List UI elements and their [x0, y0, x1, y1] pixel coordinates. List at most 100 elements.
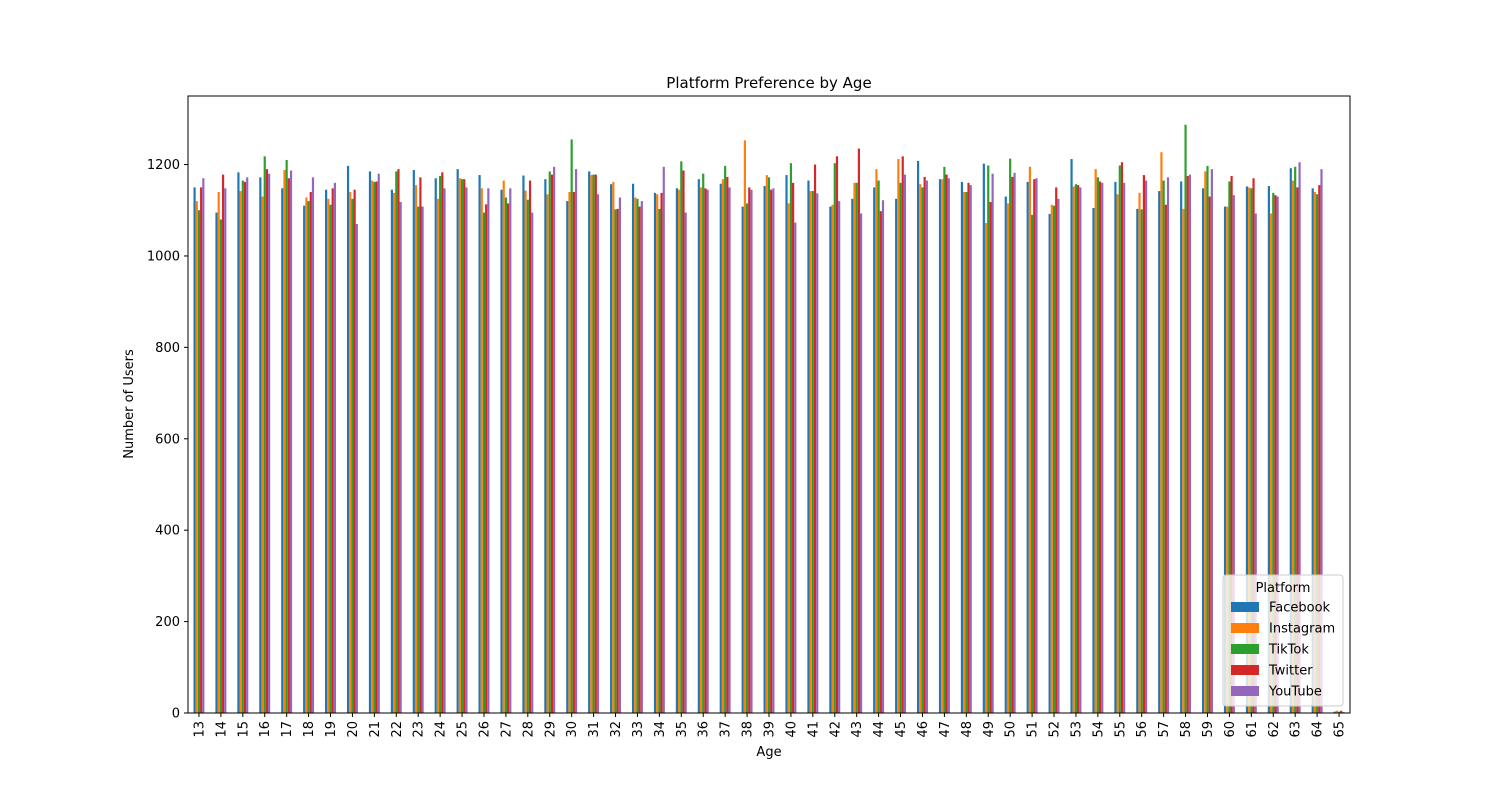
bar-tiktok-35	[680, 161, 683, 714]
bar-youtube-64	[1320, 169, 1323, 713]
bar-facebook-19	[325, 189, 328, 713]
bar-youtube-48	[969, 185, 972, 713]
bar-youtube-39	[772, 188, 775, 713]
bar-instagram-53	[1072, 186, 1075, 714]
bar-tiktok-47	[943, 166, 946, 714]
legend-swatch-tiktok	[1231, 644, 1259, 654]
bar-instagram-41	[809, 191, 812, 713]
bar-tiktok-63	[1294, 166, 1297, 714]
bar-facebook-20	[346, 165, 350, 713]
bar-youtube-23	[421, 206, 424, 713]
x-tick-label-61: 61	[1245, 721, 1260, 738]
x-tick-label-63: 63	[1289, 721, 1304, 738]
bar-youtube-52	[1057, 198, 1060, 713]
x-tick-label-32: 32	[609, 721, 624, 738]
bar-youtube-53	[1079, 187, 1082, 713]
bar-twitter-42	[835, 156, 839, 713]
bar-twitter-16	[265, 169, 269, 713]
bar-twitter-56	[1142, 175, 1145, 713]
bar-instagram-21	[371, 180, 374, 714]
bar-tiktok-33	[636, 198, 639, 713]
bar-facebook-40	[785, 175, 788, 713]
bar-youtube-30	[574, 169, 578, 713]
bar-instagram-22	[392, 192, 396, 713]
bar-twitter-13	[200, 187, 203, 713]
bar-twitter-60	[1230, 175, 1233, 714]
bar-youtube-19	[333, 182, 336, 714]
x-tick-label-51: 51	[1026, 721, 1041, 738]
bar-facebook-65	[1333, 711, 1336, 713]
x-tick-label-34: 34	[653, 721, 668, 738]
bar-twitter-19	[331, 188, 334, 713]
bar-twitter-53	[1077, 185, 1080, 713]
bar-tiktok-14	[219, 219, 222, 713]
bar-instagram-49	[984, 223, 988, 713]
legend-label-twitter: Twitter	[1268, 664, 1313, 679]
legend-swatch-twitter	[1231, 665, 1259, 675]
bar-facebook-59	[1202, 188, 1205, 713]
bar-tiktok-15	[241, 180, 244, 714]
bar-youtube-63	[1298, 162, 1301, 713]
bar-youtube-50	[1013, 172, 1016, 713]
legend-swatch-instagram	[1231, 623, 1259, 633]
legend-swatch-youtube	[1231, 686, 1259, 696]
bar-tiktok-41	[811, 191, 814, 713]
bar-instagram-14	[217, 191, 220, 714]
x-tick-label-29: 29	[543, 721, 558, 738]
bar-instagram-38	[743, 140, 746, 713]
bar-twitter-25	[463, 179, 466, 713]
x-tick-label-36: 36	[697, 721, 712, 738]
bar-tiktok-57	[1162, 180, 1165, 714]
x-tick-label-30: 30	[565, 721, 580, 738]
bar-twitter-23	[419, 177, 422, 714]
bar-tiktok-53	[1074, 184, 1078, 713]
x-tick-label-58: 58	[1179, 721, 1194, 738]
bar-instagram-50	[1006, 203, 1010, 713]
bar-youtube-31	[596, 194, 600, 713]
bar-youtube-28	[531, 212, 534, 714]
bar-tiktok-49	[987, 165, 990, 714]
bar-youtube-21	[377, 173, 380, 713]
bar-twitter-50	[1011, 176, 1014, 713]
x-tick-label-62: 62	[1267, 721, 1282, 738]
bar-facebook-54	[1092, 207, 1095, 713]
bar-facebook-16	[259, 177, 262, 714]
bar-twitter-49	[989, 202, 992, 713]
x-tick-label-20: 20	[346, 721, 361, 738]
bar-facebook-51	[1026, 181, 1029, 714]
bar-youtube-61	[1254, 213, 1257, 713]
bar-twitter-14	[221, 174, 225, 714]
bar-facebook-31	[588, 171, 591, 713]
bar-youtube-42	[838, 201, 841, 713]
bar-tiktok-45	[899, 182, 902, 714]
bar-twitter-62	[1274, 195, 1277, 713]
bar-tiktok-46	[921, 187, 924, 713]
bar-facebook-60	[1223, 206, 1227, 713]
x-tick-label-22: 22	[390, 721, 405, 738]
x-tick-label-27: 27	[499, 721, 514, 738]
bar-youtube-44	[881, 200, 885, 713]
bar-youtube-59	[1210, 169, 1213, 713]
x-tick-label-37: 37	[719, 721, 734, 738]
x-tick-label-42: 42	[828, 721, 843, 738]
bar-facebook-52	[1048, 213, 1051, 714]
bar-tiktok-24	[439, 175, 442, 714]
bar-instagram-52	[1050, 204, 1053, 713]
bar-facebook-45	[895, 198, 898, 713]
bar-instagram-54	[1094, 169, 1097, 713]
bar-instagram-32	[612, 181, 615, 714]
bar-facebook-50	[1004, 196, 1007, 714]
bar-facebook-23	[412, 170, 415, 714]
bar-twitter-30	[572, 191, 575, 714]
bar-youtube-15	[246, 177, 249, 714]
legend-label-facebook: Facebook	[1269, 601, 1331, 616]
bar-youtube-34	[662, 166, 665, 714]
x-tick-label-23: 23	[412, 721, 427, 738]
bar-facebook-28	[522, 175, 525, 713]
bar-instagram-15	[239, 191, 242, 713]
bar-youtube-35	[684, 212, 687, 714]
bar-facebook-43	[851, 198, 854, 713]
bar-youtube-33	[640, 201, 643, 713]
bar-youtube-40	[794, 222, 797, 713]
bar-facebook-34	[653, 192, 657, 713]
